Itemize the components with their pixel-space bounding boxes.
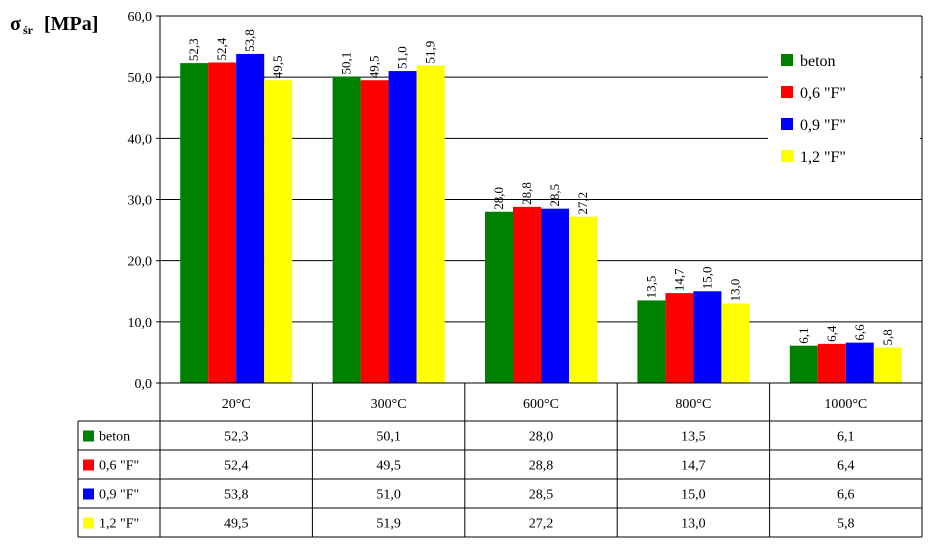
bar xyxy=(264,80,293,383)
bar xyxy=(693,291,722,383)
y-tick-label: 10,0 xyxy=(128,316,153,331)
legend-label: 0,9 "F" xyxy=(800,117,846,134)
table-cell: 28,5 xyxy=(529,488,554,503)
x-category-label: 300°C xyxy=(371,397,407,412)
data-label: 15,0 xyxy=(699,267,714,290)
table-cell: 27,2 xyxy=(529,517,554,532)
bar xyxy=(721,303,750,383)
bar xyxy=(236,53,265,383)
y-axis-ticks: 0,0 10,0 20,0 30,0 40,0 50,0 60,0 xyxy=(128,10,153,392)
bar xyxy=(485,211,513,383)
bar xyxy=(873,347,902,383)
y-axis-subscript: śr xyxy=(23,23,34,37)
data-label: 53,8 xyxy=(242,29,257,52)
bar xyxy=(789,345,818,383)
data-label: 49,5 xyxy=(367,55,382,78)
legend-swatch xyxy=(781,86,793,98)
y-tick-label: 60,0 xyxy=(128,10,153,25)
table-cell: 51,0 xyxy=(376,488,401,503)
data-table: 20°C 300°C 600°C 800°C 1000°C beton 52,3 50,1 28… xyxy=(77,382,923,538)
legend-label: beton xyxy=(800,53,836,70)
data-label: 50,1 xyxy=(339,52,354,75)
data-label: 28,5 xyxy=(547,184,562,207)
data-label: 13,0 xyxy=(727,279,742,302)
bars xyxy=(180,53,902,384)
data-label: 27,2 xyxy=(575,192,590,215)
table-cell: 13,0 xyxy=(681,517,706,532)
data-label: 28,0 xyxy=(491,187,506,210)
bar xyxy=(541,208,569,383)
table-cell: 49,5 xyxy=(224,517,249,532)
legend-swatch xyxy=(781,118,793,130)
table-legend-swatch xyxy=(83,517,94,529)
table-cell: 49,5 xyxy=(376,459,401,474)
table-cell: 5,8 xyxy=(837,517,855,532)
bar xyxy=(360,80,389,383)
x-category-label: 800°C xyxy=(675,397,711,412)
y-tick-label: 20,0 xyxy=(128,255,153,270)
y-tick-label: 0,0 xyxy=(135,377,153,392)
table-cell: 28,8 xyxy=(529,459,554,474)
bar xyxy=(665,293,694,383)
table-series-name: 0,9 "F" xyxy=(99,488,139,503)
table-cell: 6,6 xyxy=(837,488,855,503)
legend-swatch xyxy=(781,150,793,162)
bar xyxy=(845,342,874,383)
data-label: 5,8 xyxy=(880,329,895,345)
data-label: 6,1 xyxy=(796,327,811,343)
x-category-label: 600°C xyxy=(523,397,559,412)
table-cell: 13,5 xyxy=(681,430,706,445)
bar xyxy=(817,343,846,383)
data-label: 49,5 xyxy=(270,55,285,78)
legend-label: 1,2 "F" xyxy=(800,149,846,166)
y-tick-label: 50,0 xyxy=(128,71,153,86)
data-label: 28,8 xyxy=(519,182,534,205)
table-series-name: beton xyxy=(99,430,130,445)
table-cell: 14,7 xyxy=(681,459,706,474)
data-label: 13,5 xyxy=(643,276,658,299)
bar xyxy=(513,206,541,383)
data-label: 14,7 xyxy=(671,268,686,291)
y-axis-label: σ śr [MPa] xyxy=(10,13,98,37)
table-cell: 53,8 xyxy=(224,488,249,503)
data-label: 6,4 xyxy=(824,325,839,342)
legend-background xyxy=(768,36,920,182)
table-legend-swatch xyxy=(83,488,94,500)
table-series-name: 0,6 "F" xyxy=(99,459,139,474)
legend: beton 0,6 "F" 0,9 "F" 1,2 "F" xyxy=(768,36,920,182)
legend-label: 0,6 "F" xyxy=(800,85,846,102)
table-legend-swatch xyxy=(83,430,94,442)
table-cell: 6,4 xyxy=(837,459,855,474)
table-cell: 28,0 xyxy=(529,430,554,445)
data-label: 6,6 xyxy=(852,324,867,341)
legend-swatch xyxy=(781,54,793,66)
y-tick-label: 30,0 xyxy=(128,194,153,209)
data-labels: 52,3 52,4 53,8 49,5 50,1 49,5 51,0 51,9 28,0 28,8… xyxy=(186,29,895,345)
y-axis-symbol: σ xyxy=(10,13,21,35)
table-cell: 50,1 xyxy=(376,430,401,445)
bar xyxy=(388,71,417,384)
data-label: 52,3 xyxy=(186,38,201,61)
table-series-name: 1,2 "F" xyxy=(99,517,139,532)
bar xyxy=(416,65,445,384)
data-label: 51,0 xyxy=(395,46,410,69)
table-cell: 51,9 xyxy=(376,517,401,532)
table-cell: 52,3 xyxy=(224,430,249,445)
y-axis-unit: [MPa] xyxy=(44,13,98,35)
y-tick-label: 40,0 xyxy=(128,132,153,147)
data-label: 51,9 xyxy=(423,41,438,64)
table-cell: 52,4 xyxy=(224,459,249,474)
bar xyxy=(180,63,209,384)
data-label: 52,4 xyxy=(214,37,229,60)
bar xyxy=(637,300,666,383)
table-cell: 6,1 xyxy=(837,430,855,445)
bar xyxy=(332,76,361,384)
x-category-label: 1000°C xyxy=(824,397,867,412)
bar xyxy=(569,216,597,383)
table-cell: 15,0 xyxy=(681,488,706,503)
bar xyxy=(208,62,237,384)
x-category-label: 20°C xyxy=(222,397,251,412)
table-legend-swatch xyxy=(83,459,94,471)
